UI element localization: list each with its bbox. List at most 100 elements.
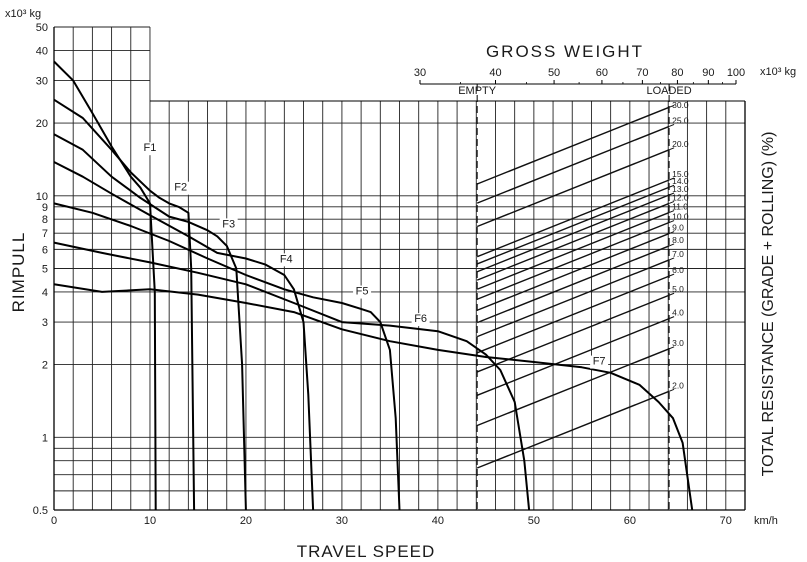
y-tick-label: 40	[36, 45, 48, 57]
gear-label-bg	[171, 181, 190, 195]
resistance-leader	[668, 200, 675, 204]
resistance-line	[476, 186, 670, 265]
y-axis-unit: x10³ kg	[5, 8, 41, 20]
resistance-value-label: 4.0	[672, 308, 684, 318]
x-tick-label: 50	[528, 515, 540, 527]
resistance-leader	[668, 231, 675, 235]
resistance-leader	[668, 210, 675, 214]
resistance-line	[476, 106, 670, 185]
resistance-leader	[668, 123, 675, 127]
y-tick-label: 8	[42, 214, 48, 226]
x-tick-label: 20	[240, 515, 252, 527]
gross-weight-tick-label: 50	[548, 67, 560, 79]
resistance-leader	[668, 184, 675, 188]
resistance-line	[476, 125, 670, 204]
resistance-line	[476, 149, 670, 228]
resistance-value-label: 2.0	[672, 380, 684, 390]
resistance-leader	[668, 104, 675, 108]
resistance-line	[476, 390, 670, 469]
y-tick-label: 2	[42, 360, 48, 372]
gear-label-f7: F7	[593, 356, 606, 368]
resistance-line	[476, 259, 670, 338]
gross-weight-title: GROSS WEIGHT	[486, 42, 644, 61]
resistance-leader	[668, 346, 675, 350]
resistance-leader	[668, 192, 675, 196]
resistance-leader	[668, 292, 675, 296]
resistance-line	[476, 202, 670, 281]
gear-label-bg	[590, 355, 609, 369]
gear-curves-layer: F1 F2 F3 F4 F5 F6 F7	[53, 60, 694, 511]
resistance-line	[476, 179, 670, 258]
gear-label-f4: F4	[280, 253, 293, 265]
resistance-value-label: 20.0	[672, 139, 689, 149]
gear-label-bg	[411, 313, 430, 327]
resistance-value-label: 7.0	[672, 249, 684, 259]
resistance-value-label: 9.0	[672, 223, 684, 233]
resistance-line	[476, 194, 670, 273]
y-axis-label: RIMPULL	[9, 232, 28, 313]
y-tick-label: 9	[42, 202, 48, 214]
resistance-value-label: 6.0	[672, 265, 684, 275]
y-tick-label: 0.5	[33, 505, 48, 517]
y-tick-label: 50	[36, 22, 48, 34]
y-tick-label: 1	[42, 432, 48, 444]
resistance-leader	[668, 273, 675, 277]
y-tick-label: 7	[42, 228, 48, 240]
gear-curve-f6	[53, 241, 531, 511]
gear-label-f2: F2	[174, 182, 187, 194]
gross-weight-tick-label: 60	[596, 67, 608, 79]
y-tick-label: 30	[36, 76, 48, 88]
gear-curve-f2	[53, 98, 196, 511]
resistance-axis-title: TOTAL RESISTANCE (GRADE + ROLLING) (%)	[760, 132, 777, 477]
grid-layer	[53, 26, 746, 511]
y-tick-label: 20	[36, 118, 48, 130]
y-tick-label: 3	[42, 317, 48, 329]
gear-label-bg	[140, 142, 159, 156]
gear-label-f1: F1	[144, 142, 157, 154]
x-tick-label: 10	[144, 515, 156, 527]
resistance-leader	[668, 220, 675, 223]
gear-label-f5: F5	[356, 286, 369, 298]
x-tick-label: 0	[51, 515, 57, 527]
resistance-value-label: 14.0	[672, 176, 689, 186]
gross-weight-layer: 30 40 50 60 70 80 90 100	[414, 67, 745, 510]
resistance-value-label: 11.0	[672, 202, 688, 212]
x-axis-unit: km/h	[754, 515, 778, 527]
gross-weight-unit: x10³ kg	[760, 66, 796, 78]
x-tick-label: 70	[720, 515, 732, 527]
gear-curve-f7	[53, 283, 694, 511]
y-tick-label: 4	[42, 287, 48, 299]
gross-weight-tick-label: 100	[727, 67, 745, 79]
resistance-line	[476, 348, 670, 427]
resistance-line	[476, 211, 670, 290]
resistance-value-label: 10.0	[672, 212, 689, 222]
gear-label-bg	[277, 253, 296, 267]
resistance-line	[476, 317, 670, 396]
gross-weight-tick-label: 30	[414, 67, 426, 79]
x-axis-label: TRAVEL SPEED	[297, 542, 436, 561]
y-tick-label: 10	[36, 191, 48, 203]
gross-weight-tick-label: 80	[671, 67, 683, 79]
y-tick-label: 5	[42, 264, 48, 276]
gross-weight-tick-label: 40	[489, 67, 501, 79]
resistance-leader	[668, 177, 675, 181]
gear-label-f6: F6	[414, 313, 427, 325]
resistance-lines-layer: 30.0 25.0 20.0 15.014.013.012.011.010.09.0 8…	[476, 100, 689, 469]
resistance-leader	[668, 243, 675, 247]
x-tick-label: 30	[336, 515, 348, 527]
empty-label: EMPTY	[458, 85, 497, 97]
resistance-line	[476, 221, 670, 300]
gear-curve-f4	[53, 161, 315, 511]
gross-weight-tick-label: 90	[702, 67, 714, 79]
gear-label-f3: F3	[222, 218, 235, 230]
resistance-leader	[668, 257, 675, 261]
gear-label-bg	[353, 285, 372, 299]
x-tick-label: 60	[624, 515, 636, 527]
resistance-value-label: 3.0	[672, 338, 684, 348]
loaded-label: LOADED	[646, 85, 691, 97]
resistance-value-label: 25.0	[672, 115, 689, 125]
resistance-value-label: 8.0	[672, 235, 684, 245]
resistance-leader	[668, 147, 675, 151]
